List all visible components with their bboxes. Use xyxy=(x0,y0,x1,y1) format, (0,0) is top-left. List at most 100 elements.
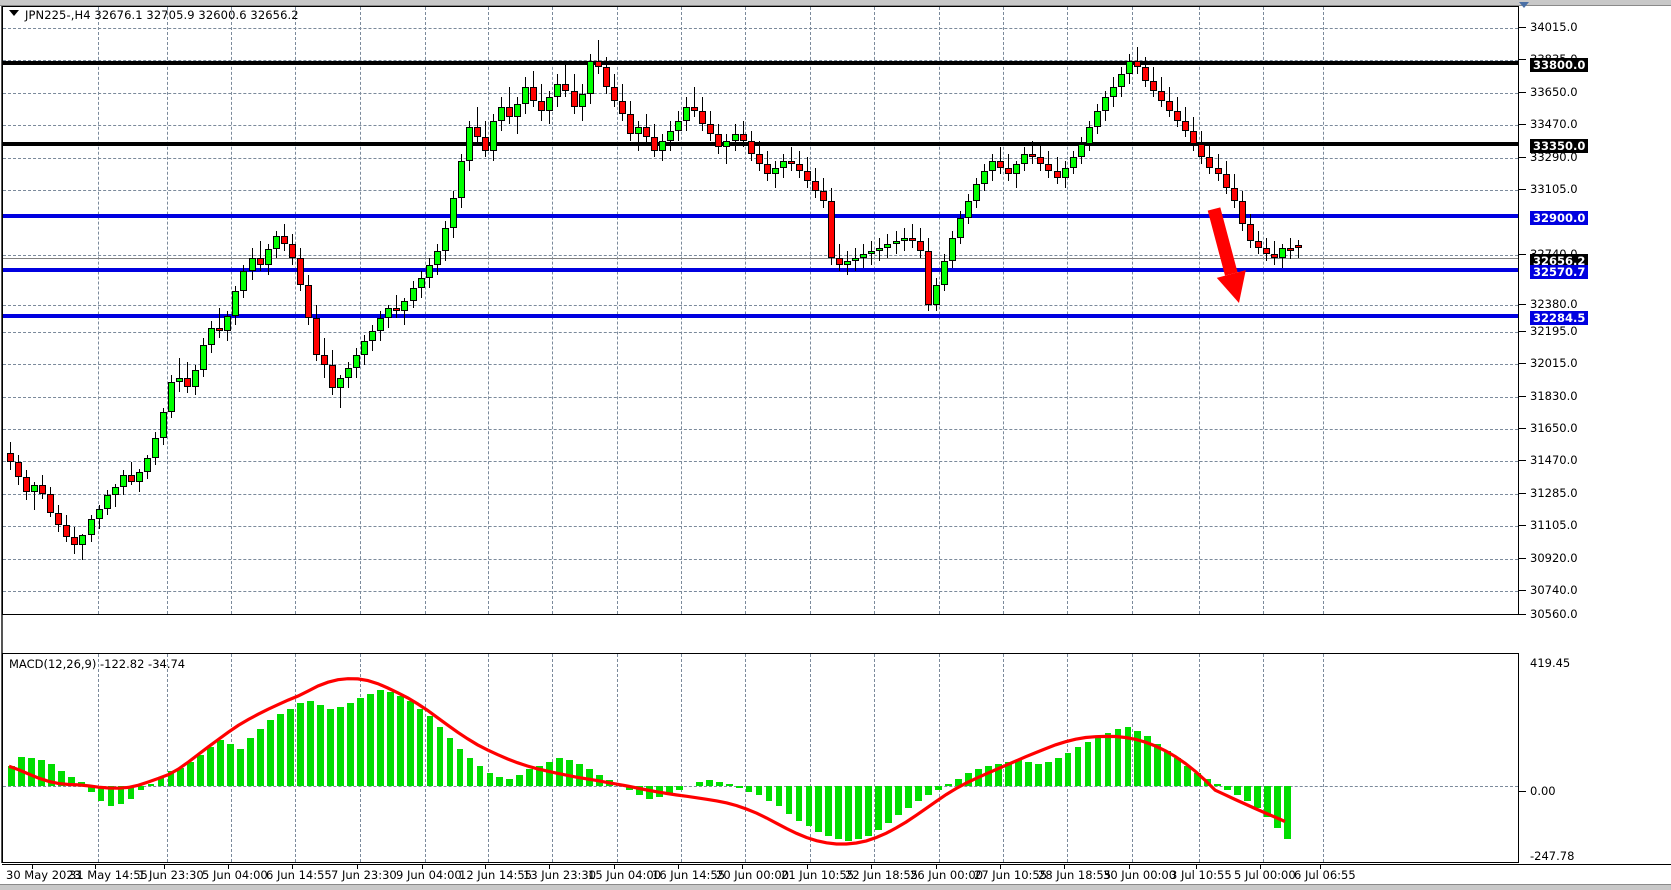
candle-wick xyxy=(187,361,189,394)
candlestick xyxy=(1166,7,1174,614)
candlestick xyxy=(312,7,320,614)
candle-body-bullish xyxy=(417,277,425,288)
candlestick xyxy=(151,7,159,614)
candle-body-bullish xyxy=(844,261,852,265)
price-level-line-32900.0[interactable] xyxy=(3,214,1518,218)
macd-histogram-bar xyxy=(167,771,175,786)
price-tick-label: 32284.5 xyxy=(1530,311,1589,325)
candlestick xyxy=(1085,7,1093,614)
candlestick xyxy=(787,7,795,614)
candle-body-bullish xyxy=(546,97,554,111)
macd-histogram-bar xyxy=(57,771,65,786)
macd-histogram-bar xyxy=(566,760,574,786)
price-tick: 33650.0 xyxy=(1519,85,1671,99)
macd-indicator-panel[interactable]: MACD(12,26,9) -122.82 -34.74 xyxy=(2,653,1519,863)
chevron-down-icon[interactable] xyxy=(9,10,19,16)
price-tick-label: 33105.0 xyxy=(1530,182,1578,196)
candlestick xyxy=(1077,7,1085,614)
macd-histogram-bar xyxy=(237,749,245,786)
candlestick xyxy=(71,7,79,614)
chevron-down-icon-right[interactable] xyxy=(1519,2,1529,8)
time-axis[interactable]: 30 May 2023 31 May 14:55 1 Jun 23:30 5 Jun … xyxy=(2,864,1671,885)
candlestick xyxy=(876,7,884,614)
candlestick xyxy=(562,7,570,614)
candlestick xyxy=(554,7,562,614)
macd-histogram-bar xyxy=(675,786,683,790)
candle-body-bearish xyxy=(1262,247,1270,255)
macd-histogram-bar xyxy=(436,727,444,786)
candlestick xyxy=(232,7,240,614)
candle-body-bearish xyxy=(715,134,723,148)
candle-body-bearish xyxy=(828,200,836,258)
price-plot-area[interactable] xyxy=(3,7,1518,614)
candlestick xyxy=(320,7,328,614)
candle-body-bearish xyxy=(820,190,828,201)
price-tick: 32900.0 xyxy=(1519,211,1671,225)
candlestick xyxy=(353,7,361,614)
price-tick: 30740.0 xyxy=(1519,583,1671,597)
candle-wick xyxy=(1298,240,1299,258)
price-tick-label: 30920.0 xyxy=(1530,551,1578,565)
macd-histogram-bar xyxy=(137,786,145,790)
candle-body-bullish xyxy=(554,83,562,98)
price-level-line-32284.5[interactable] xyxy=(3,314,1518,318)
candle-body-bearish xyxy=(1254,241,1262,248)
price-axis[interactable]: 34015.033835.033800.033650.033470.033350… xyxy=(1519,6,1671,621)
macd-histogram-bar xyxy=(1064,752,1072,786)
macd-tick: 419.45 xyxy=(1530,656,1570,670)
macd-axis[interactable]: 419.45 0.00 -247.78 xyxy=(1519,653,1671,863)
candlestick xyxy=(385,7,393,614)
price-level-line-32570.7[interactable] xyxy=(3,268,1518,272)
price-tick: 31830.0 xyxy=(1519,389,1671,403)
candle-body-bullish xyxy=(248,257,256,272)
time-axis-label: 26 Jun 00:00 xyxy=(910,868,984,882)
candlestick xyxy=(932,7,940,614)
macd-plot-area[interactable] xyxy=(3,654,1518,862)
candlestick xyxy=(168,7,175,614)
price-level-line-33800.0[interactable] xyxy=(3,61,1518,65)
candlestick xyxy=(763,7,771,614)
tick-mark xyxy=(1519,254,1526,255)
candlestick xyxy=(546,7,554,614)
time-tick-mark xyxy=(678,865,679,869)
candlestick xyxy=(7,7,14,614)
candlestick xyxy=(95,7,103,614)
macd-histogram-bar xyxy=(785,786,793,814)
candle-body-bullish xyxy=(586,60,594,94)
candle-body-bullish xyxy=(771,167,779,175)
candlestick xyxy=(433,7,441,614)
macd-histogram-bar xyxy=(1254,786,1261,809)
macd-histogram-bar xyxy=(1234,786,1241,796)
macd-histogram-bar xyxy=(865,786,873,836)
candlestick xyxy=(304,7,312,614)
price-level-line-32656.2[interactable] xyxy=(3,258,1518,259)
candlestick xyxy=(506,7,514,614)
candle-body-bearish xyxy=(15,461,23,477)
candlestick xyxy=(538,7,546,614)
candlestick xyxy=(264,7,272,614)
macd-tick: 0.00 xyxy=(1519,784,1556,798)
candlestick xyxy=(208,7,216,614)
macd-histogram-bar xyxy=(835,786,843,840)
macd-tick-label: 0.00 xyxy=(1530,784,1556,798)
price-chart-panel[interactable]: JPN225-,H4 32676.1 32705.9 32600.6 32656… xyxy=(2,6,1519,615)
macd-histogram-bar xyxy=(536,765,544,786)
candle-body-bullish xyxy=(490,120,497,151)
candle-body-bullish xyxy=(1085,127,1093,145)
candle-body-bullish xyxy=(31,485,39,492)
price-tick-label: 32656.2 xyxy=(1530,254,1589,268)
candlestick xyxy=(481,7,489,614)
tick-mark xyxy=(1519,493,1526,494)
price-tick: 32656.2 xyxy=(1519,254,1671,268)
candle-body-bullish xyxy=(119,475,127,487)
candle-body-bullish xyxy=(135,471,143,482)
macd-histogram-bar xyxy=(466,758,474,786)
candle-body-bullish xyxy=(208,328,216,345)
macd-histogram-bar xyxy=(984,765,992,786)
price-level-line-33350.0[interactable] xyxy=(3,142,1518,146)
candlestick xyxy=(1045,7,1053,614)
time-tick-mark xyxy=(485,865,486,869)
candle-body-bearish xyxy=(1182,120,1190,131)
candle-wick xyxy=(726,134,728,165)
tick-mark xyxy=(1519,558,1526,559)
